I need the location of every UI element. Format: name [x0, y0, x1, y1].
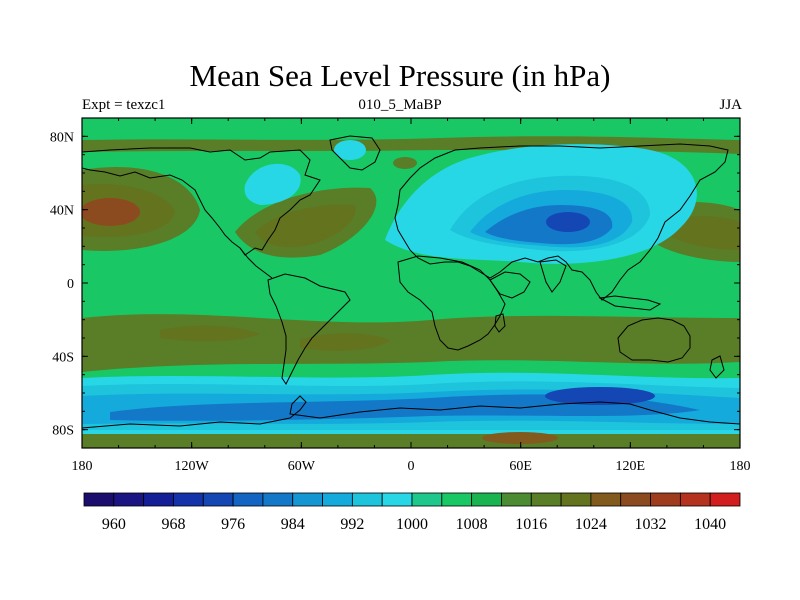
x-axis: 180 120W 60W 0 60E 120E 180 [72, 118, 751, 474]
azores-high-inner [255, 204, 356, 248]
south-atlantic-high [300, 333, 390, 351]
period-label: 010_5_MaBP [358, 97, 442, 113]
pressure-field [82, 118, 740, 448]
eurasia-coast [394, 143, 729, 301]
north-america-coast [82, 147, 321, 256]
greenland-high [393, 157, 417, 169]
colorbar-swatch [471, 492, 502, 507]
y-axis: 80N 40N 0 40S 80S [50, 130, 740, 439]
colorbar-swatch [322, 492, 353, 507]
colorbar-swatch [679, 492, 711, 507]
colorbar-swatch [530, 492, 562, 507]
colorbar-swatch [590, 492, 622, 507]
east-pacific-high-inner [670, 216, 740, 250]
colorbar-swatch [620, 492, 651, 507]
experiment-label: Expt = texzc1 [82, 97, 166, 113]
x-tick-label: 60E [509, 459, 532, 474]
colorbar-label: 968 [161, 516, 185, 533]
greenland-coast [329, 135, 381, 171]
colorbar-label: 1040 [694, 516, 726, 533]
y-tick-label: 80S [52, 424, 74, 439]
x-tick-label: 120W [175, 459, 210, 474]
y-tick-label: 0 [67, 277, 74, 292]
colorbar-swatch [381, 492, 413, 507]
x-tick-label: 120E [616, 459, 646, 474]
colorbar-swatch [83, 492, 115, 507]
colorbar-swatch [441, 492, 473, 507]
colorbar-swatch [411, 492, 443, 507]
africa-coast [397, 255, 506, 351]
southern-trough [110, 394, 700, 421]
arctic-low [334, 140, 366, 160]
asian-low-core [546, 212, 590, 232]
new-zealand-coast [709, 355, 725, 379]
southern-high-belt [82, 314, 740, 372]
colorbar-swatch [232, 492, 264, 507]
colorbar-swatch [292, 492, 323, 507]
y-tick-label: 40S [52, 350, 74, 365]
coastlines [82, 135, 740, 429]
colorbar-label: 984 [281, 516, 305, 533]
season-label: JJA [719, 97, 742, 113]
colorbar-label: 1000 [396, 516, 428, 533]
central-america-coast [239, 247, 273, 279]
x-tick-label: 0 [408, 459, 415, 474]
x-tick-label: 180 [72, 459, 93, 474]
colorbar-swatch [650, 492, 681, 507]
colorbar-label: 1016 [515, 516, 547, 533]
colorbar-swatch [202, 492, 234, 507]
madagascar-coast [494, 313, 506, 333]
southern-trough-core [545, 387, 655, 405]
colorbar-label: 976 [221, 516, 245, 533]
y-tick-label: 80N [50, 130, 74, 145]
north-america-low [244, 163, 301, 205]
colorbar-label: 1032 [635, 516, 667, 533]
colorbar-label: 1024 [575, 516, 607, 533]
south-america-coast [267, 273, 351, 385]
colorbar: 960 968 976 984 992 1000 1008 1016 1024 1032 1040 [83, 492, 741, 533]
south-pacific-high [160, 325, 260, 342]
colorbar-swatch [709, 492, 741, 507]
colorbar-swatch [113, 492, 145, 507]
colorbar-swatch [173, 492, 204, 507]
colorbar-swatch [262, 492, 294, 507]
india-coast [539, 259, 567, 293]
antarctica-coast [82, 395, 740, 429]
x-tick-label: 180 [730, 459, 751, 474]
australia-coast [617, 317, 691, 363]
north-pacific-high-core [82, 198, 140, 226]
colorbar-swatch [560, 492, 592, 507]
colorbar-label: 992 [340, 516, 364, 533]
arabia-coast [489, 271, 531, 299]
y-tick-label: 40N [50, 204, 74, 219]
antarctic-high [82, 434, 740, 448]
colorbar-label: 960 [102, 516, 126, 533]
colorbar-swatch [351, 492, 383, 507]
antarctic-high-core [482, 432, 558, 444]
colorbar-label: 1008 [456, 516, 488, 533]
colorbar-swatch [501, 492, 532, 507]
colorbar-swatch [143, 492, 174, 507]
indonesia-coast [598, 295, 662, 311]
x-tick-label: 60W [288, 459, 316, 474]
chart-title: Mean Sea Level Pressure (in hPa) [189, 58, 611, 93]
